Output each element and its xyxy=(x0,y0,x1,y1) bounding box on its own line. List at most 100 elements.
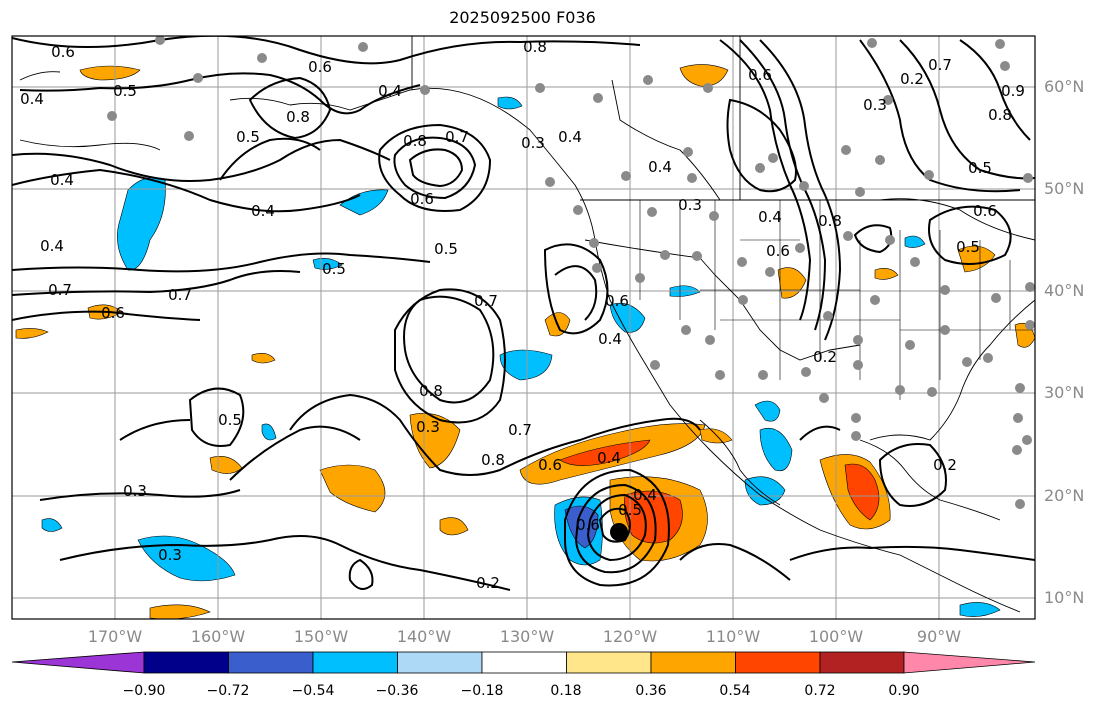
shade-blob xyxy=(137,535,236,582)
lat-label: 50°N xyxy=(1044,179,1085,198)
contour-label: 0.8 xyxy=(523,38,547,56)
contour-label: 0.4 xyxy=(648,158,672,176)
shade-blob xyxy=(957,245,996,273)
colorbar-tick: −0.36 xyxy=(375,683,419,699)
colorbar xyxy=(11,651,1036,674)
contour-label: 0.9 xyxy=(1001,82,1025,100)
contour-label: 0.6 xyxy=(973,202,997,220)
map-title: 2025092500 F036 xyxy=(449,8,596,27)
colorbar-segment xyxy=(735,651,821,674)
contour-label: 0.4 xyxy=(597,449,621,467)
contour-label: 0.3 xyxy=(678,196,702,214)
colorbar-tick: −0.72 xyxy=(206,683,250,699)
colorbar-segment xyxy=(228,651,314,674)
contour-label: 0.3 xyxy=(158,546,182,564)
contour-label: 0.8 xyxy=(481,451,505,469)
colorbar-tick: 0.90 xyxy=(888,683,920,699)
shade-blob xyxy=(339,189,389,216)
lon-label: 170°W xyxy=(87,627,143,646)
contour-label: 0.8 xyxy=(403,132,427,150)
contour-label-layer: 0.6 0.4 0.5 0.6 0.8 0.4 0.4 0.5 0.7 0.8 … xyxy=(20,38,1025,592)
shade-blob xyxy=(497,96,523,110)
shade-blob xyxy=(79,65,141,81)
lon-label: 110°W xyxy=(705,627,761,646)
shade-blob xyxy=(261,423,277,441)
lat-label: 30°N xyxy=(1044,383,1085,402)
contour-label: 0.5 xyxy=(113,82,137,100)
colorbar-segment xyxy=(11,651,145,674)
shade-blob xyxy=(409,413,461,469)
lat-label: 20°N xyxy=(1044,486,1085,505)
contour-label: 0.6 xyxy=(410,190,434,208)
shade-blob xyxy=(559,439,651,466)
shade-blob xyxy=(679,64,729,87)
shade-blob xyxy=(844,463,880,521)
lon-label: 160°W xyxy=(190,627,246,646)
shading-layer xyxy=(15,64,1035,619)
lat-label: 40°N xyxy=(1044,281,1085,300)
lat-label: 60°N xyxy=(1044,77,1085,96)
map-contents xyxy=(12,36,1035,619)
shade-blob xyxy=(439,517,469,536)
contour-label: 0.2 xyxy=(813,348,837,366)
contour-label: 0.4 xyxy=(558,128,582,146)
graticule xyxy=(12,36,1035,619)
contour-label: 0.5 xyxy=(618,501,642,519)
contour-label: 0.4 xyxy=(50,171,74,189)
contour-label: 0.3 xyxy=(123,482,147,500)
lon-label: 90°W xyxy=(916,627,962,646)
contour-label: 0.3 xyxy=(863,96,887,114)
lon-label: 150°W xyxy=(293,627,349,646)
shade-blob xyxy=(754,400,781,422)
colorbar-segment xyxy=(397,651,483,674)
contour-label: 0.3 xyxy=(416,418,440,436)
shade-blob xyxy=(759,427,793,472)
lon-label: 130°W xyxy=(499,627,555,646)
colorbar-tick: 0.54 xyxy=(719,683,751,699)
colorbar-tick: 0.36 xyxy=(635,683,667,699)
contour-label: 0.2 xyxy=(900,70,924,88)
contour-label: 0.5 xyxy=(218,411,242,429)
shade-blob xyxy=(251,353,276,364)
contour-label: 0.4 xyxy=(378,82,402,100)
contour-label: 0.4 xyxy=(758,208,782,226)
contour-label: 0.4 xyxy=(633,486,657,504)
contour-label: 0.6 xyxy=(538,456,562,474)
contour-label: 0.8 xyxy=(988,106,1012,124)
contour-label: 0.6 xyxy=(308,58,332,76)
contour-label: 0.8 xyxy=(419,382,443,400)
contour-label: 0.2 xyxy=(933,456,957,474)
shade-blob xyxy=(699,428,733,444)
colorbar-tick: −0.90 xyxy=(122,683,166,699)
colorbar-segment xyxy=(481,651,567,674)
contour-label: 0.6 xyxy=(51,43,75,61)
shade-blob xyxy=(609,302,646,333)
station-dots xyxy=(107,36,1035,509)
lon-label: 100°W xyxy=(808,627,864,646)
contour-label: 0.3 xyxy=(521,134,545,152)
contour-label: 0.7 xyxy=(928,56,952,74)
shade-blob xyxy=(744,476,786,506)
contour-label: 0.7 xyxy=(474,292,498,310)
contour-label: 0.4 xyxy=(20,90,44,108)
contour-label: 0.5 xyxy=(968,159,992,177)
colorbar-segment xyxy=(566,651,652,674)
shade-blob xyxy=(312,258,343,270)
map-background xyxy=(12,36,1035,619)
contour-label: 0.4 xyxy=(598,330,622,348)
colorbar-segment xyxy=(650,651,736,674)
lon-label: 120°W xyxy=(602,627,658,646)
map-frame xyxy=(11,35,1036,620)
contour-label: 0.6 xyxy=(576,516,600,534)
lon-label: 140°W xyxy=(396,627,452,646)
contour-label: 0.5 xyxy=(956,238,980,256)
contour-label: 0.7 xyxy=(48,281,72,299)
shade-blob xyxy=(15,328,49,339)
colorbar-segment xyxy=(143,651,229,674)
colorbar-tick: 0.72 xyxy=(804,683,836,699)
contour-label: 0.5 xyxy=(236,128,260,146)
colorbar-tick: −0.54 xyxy=(291,683,335,699)
shade-blob xyxy=(904,235,926,248)
colorbar-segment xyxy=(312,651,398,674)
contour-label: 0.7 xyxy=(168,286,192,304)
